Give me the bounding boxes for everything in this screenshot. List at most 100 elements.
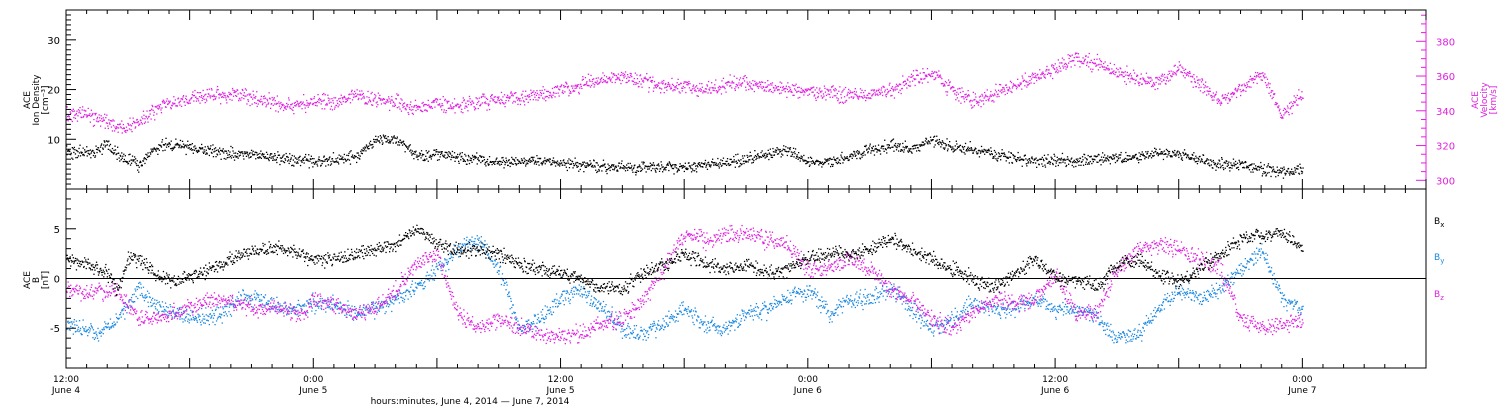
density-point bbox=[359, 155, 361, 157]
density-point bbox=[439, 156, 441, 158]
density-point bbox=[391, 136, 393, 138]
density-point bbox=[468, 162, 471, 165]
density-point bbox=[164, 149, 166, 151]
velocity-point bbox=[813, 86, 815, 88]
density-point bbox=[176, 144, 178, 146]
density-point bbox=[489, 161, 491, 163]
velocity-point bbox=[1199, 90, 1202, 92]
density-point bbox=[551, 159, 554, 162]
velocity-point bbox=[547, 90, 549, 93]
velocity-point bbox=[222, 93, 224, 95]
velocity-point bbox=[1070, 55, 1072, 57]
density-point bbox=[108, 140, 110, 142]
velocity-point bbox=[591, 80, 593, 83]
density-point bbox=[185, 153, 187, 156]
velocity-point bbox=[881, 87, 883, 89]
velocity-point bbox=[246, 94, 249, 96]
velocity-point bbox=[166, 98, 168, 100]
velocity-point bbox=[1259, 73, 1261, 75]
velocity-point bbox=[707, 80, 710, 83]
velocity-point bbox=[928, 73, 930, 75]
density-point bbox=[971, 148, 973, 150]
density-point bbox=[214, 150, 216, 152]
density-point bbox=[434, 149, 436, 151]
velocity-point bbox=[684, 87, 686, 89]
velocity-point bbox=[546, 95, 548, 98]
velocity-point bbox=[1117, 76, 1120, 78]
velocity-point bbox=[1255, 71, 1257, 74]
density-point bbox=[688, 162, 690, 164]
velocity-point bbox=[1270, 91, 1272, 93]
velocity-point bbox=[692, 85, 694, 87]
density-point bbox=[948, 145, 950, 147]
velocity-point bbox=[1178, 68, 1180, 70]
velocity-point bbox=[1244, 85, 1246, 87]
density-point bbox=[1283, 166, 1285, 168]
velocity-point bbox=[73, 110, 75, 112]
density-point bbox=[640, 167, 642, 169]
density-point bbox=[751, 162, 753, 164]
density-point bbox=[321, 162, 323, 165]
density-point bbox=[494, 163, 496, 165]
velocity-point bbox=[113, 130, 116, 132]
density-point bbox=[77, 155, 80, 157]
velocity-point bbox=[465, 102, 467, 104]
density-point bbox=[568, 158, 570, 160]
velocity-point bbox=[1052, 77, 1054, 80]
density-point bbox=[245, 151, 247, 153]
velocity-point bbox=[291, 103, 293, 105]
velocity-point bbox=[1026, 86, 1028, 88]
density-point bbox=[1279, 170, 1281, 172]
density-point bbox=[967, 148, 969, 150]
density-point bbox=[275, 159, 277, 161]
by-point bbox=[100, 332, 102, 334]
velocity-point bbox=[950, 88, 952, 90]
density-point bbox=[1177, 150, 1179, 152]
velocity-point bbox=[342, 100, 344, 103]
density-point bbox=[1098, 154, 1100, 156]
velocity-point bbox=[97, 120, 100, 123]
by-point bbox=[159, 304, 161, 306]
velocity-point bbox=[1016, 86, 1018, 88]
density-point bbox=[189, 143, 191, 146]
velocity-point bbox=[273, 98, 275, 100]
velocity-point bbox=[377, 92, 379, 94]
density-point bbox=[857, 153, 860, 155]
velocity-point bbox=[566, 83, 568, 85]
density-point bbox=[302, 157, 304, 160]
velocity-point bbox=[1047, 69, 1049, 71]
by-point bbox=[113, 321, 115, 323]
density-point bbox=[100, 146, 102, 148]
velocity-point bbox=[388, 98, 390, 100]
density-point bbox=[567, 162, 570, 164]
density-point bbox=[1276, 166, 1278, 168]
density-point bbox=[1009, 156, 1012, 158]
velocity-point bbox=[209, 97, 211, 99]
density-point bbox=[85, 150, 87, 152]
density-point bbox=[1056, 160, 1058, 162]
density-point bbox=[1087, 154, 1089, 157]
velocity-point bbox=[619, 79, 621, 81]
velocity-point bbox=[886, 93, 888, 95]
density-point bbox=[592, 166, 594, 168]
velocity-point bbox=[778, 89, 780, 91]
velocity-point bbox=[180, 98, 182, 100]
velocity-point bbox=[285, 108, 287, 110]
density-point bbox=[792, 151, 794, 154]
density-point bbox=[890, 140, 893, 142]
density-point bbox=[1170, 155, 1172, 158]
density-point bbox=[826, 159, 828, 161]
velocity-point bbox=[728, 81, 730, 83]
density-point bbox=[504, 163, 506, 166]
velocity-point bbox=[576, 84, 578, 86]
density-point bbox=[635, 174, 637, 176]
velocity-point bbox=[1243, 83, 1245, 85]
density-point bbox=[107, 148, 109, 150]
density-point bbox=[438, 159, 440, 161]
density-point bbox=[638, 164, 641, 166]
velocity-point bbox=[181, 98, 183, 100]
velocity-point bbox=[900, 92, 902, 95]
density-point bbox=[383, 136, 386, 138]
density-point bbox=[888, 144, 890, 147]
density-point bbox=[1200, 160, 1202, 162]
